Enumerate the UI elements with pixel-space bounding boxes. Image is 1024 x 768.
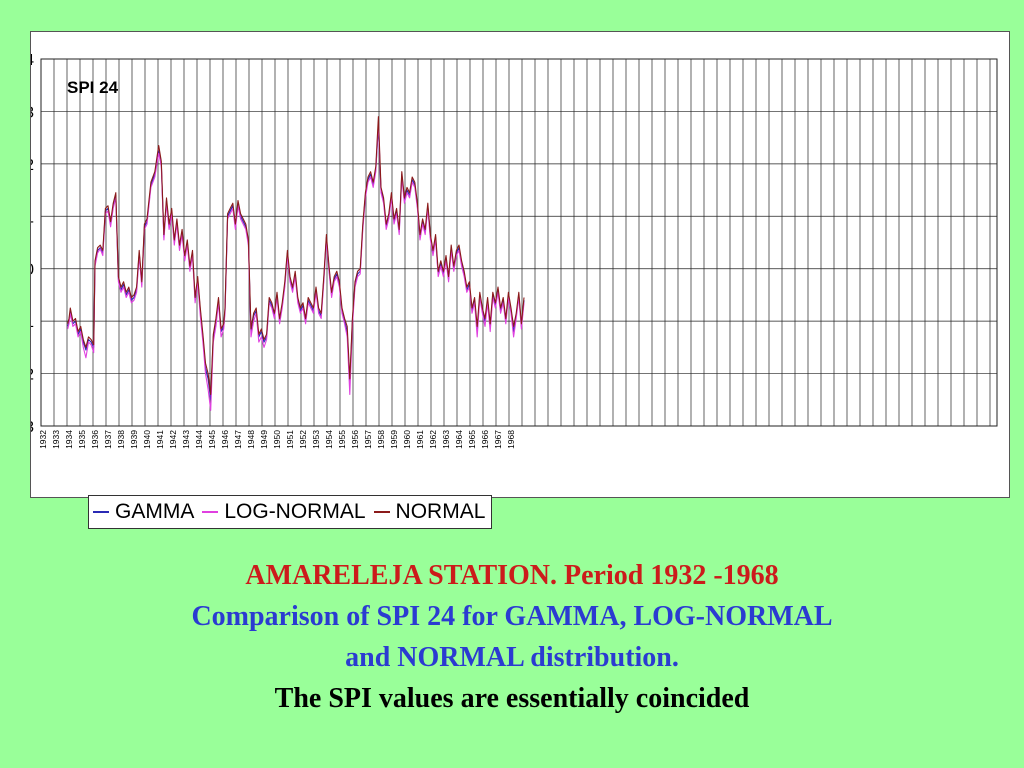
grid-lines — [40, 58, 998, 427]
x-tick-label: 1950 — [272, 430, 282, 449]
caption-title: AMARELEJA STATION. Period 1932 -1968 — [245, 560, 779, 591]
y-axis-ticks: 4 3 2 1 0 -1 -2 -3 — [31, 52, 34, 436]
y-tick-label: -1 — [31, 314, 34, 331]
series-line-log-normal — [67, 121, 525, 411]
y-tick-label: 0 — [31, 262, 34, 279]
x-tick-label: 1937 — [103, 430, 113, 449]
legend-swatch — [373, 511, 390, 513]
x-tick-label: 1932 — [38, 430, 48, 449]
x-tick-label: 1955 — [337, 430, 347, 449]
legend: GAMMA LOG-NORMAL NORMAL — [88, 495, 493, 529]
x-tick-label: 1952 — [298, 430, 308, 449]
x-axis-ticks: 1932 1933 1934 1935 1936 1937 1938 1939 1940 1941… — [38, 430, 516, 449]
y-tick-label: 3 — [31, 104, 34, 121]
plot-border — [40, 58, 998, 427]
x-tick-label: 1941 — [155, 430, 165, 449]
x-tick-label: 1934 — [64, 430, 74, 449]
caption-subtitle-2: and NORMAL distribution. — [345, 642, 679, 673]
x-tick-label: 1943 — [181, 430, 191, 449]
series-line-normal — [67, 116, 525, 396]
x-tick-label: 1966 — [480, 430, 490, 449]
y-tick-label: 1 — [31, 209, 34, 226]
x-tick-label: 1938 — [116, 430, 126, 449]
y-tick-label: 4 — [31, 52, 34, 69]
x-tick-label: 1965 — [467, 430, 477, 449]
caption: AMARELEJA STATION. Period 1932 -1968 Com… — [0, 555, 1024, 719]
x-tick-label: 1961 — [415, 430, 425, 449]
chart-title: SPI 24 — [67, 78, 119, 97]
y-tick-label: -3 — [31, 419, 34, 436]
x-tick-label: 1947 — [233, 430, 243, 449]
x-tick-label: 1953 — [311, 430, 321, 449]
series-lines — [67, 116, 525, 411]
chart-frame: 4 3 2 1 0 -1 -2 -3 1932193319341935193619371938… — [30, 31, 1010, 529]
x-tick-label: 1963 — [441, 430, 451, 449]
x-tick-label: 1945 — [207, 430, 217, 449]
x-tick-label: 1958 — [376, 430, 386, 449]
legend-swatch — [93, 511, 109, 513]
x-tick-label: 1939 — [129, 430, 139, 449]
x-tick-label: 1960 — [402, 430, 412, 449]
x-tick-label: 1942 — [168, 430, 178, 449]
y-tick-label: -2 — [31, 367, 34, 384]
x-tick-label: 1935 — [77, 430, 87, 449]
x-tick-label: 1968 — [506, 430, 516, 449]
legend-label: LOG-NORMAL — [224, 500, 366, 523]
x-tick-label: 1946 — [220, 430, 230, 449]
spi-chart: 4 3 2 1 0 -1 -2 -3 1932193319341935193619371938… — [31, 52, 998, 449]
x-tick-label: 1962 — [428, 430, 438, 449]
legend-item-normal: NORMAL — [373, 500, 486, 524]
legend-swatch — [202, 511, 219, 513]
x-tick-label: 1964 — [454, 430, 464, 449]
x-tick-label: 1940 — [142, 430, 152, 449]
x-tick-label: 1959 — [389, 430, 399, 449]
y-tick-label: 2 — [31, 157, 34, 174]
caption-subtitle-1: Comparison of SPI 24 for GAMMA, LOG-NORM… — [191, 601, 833, 632]
x-tick-label: 1956 — [350, 430, 360, 449]
legend-label: NORMAL — [395, 500, 486, 523]
x-tick-label: 1967 — [493, 430, 503, 449]
x-tick-label: 1948 — [246, 430, 256, 449]
legend-item-log-normal: LOG-NORMAL — [202, 500, 366, 524]
caption-conclusion: The SPI values are essentially coincided — [274, 683, 750, 714]
x-tick-label: 1949 — [259, 430, 269, 449]
x-tick-label: 1936 — [90, 430, 100, 449]
legend-item-gamma: GAMMA — [93, 500, 194, 524]
x-tick-label: 1951 — [285, 430, 295, 449]
x-tick-label: 1954 — [324, 430, 334, 449]
x-tick-label: 1933 — [51, 430, 61, 449]
x-tick-label: 1944 — [194, 430, 204, 449]
x-tick-label: 1957 — [363, 430, 373, 449]
legend-label: GAMMA — [115, 500, 195, 523]
